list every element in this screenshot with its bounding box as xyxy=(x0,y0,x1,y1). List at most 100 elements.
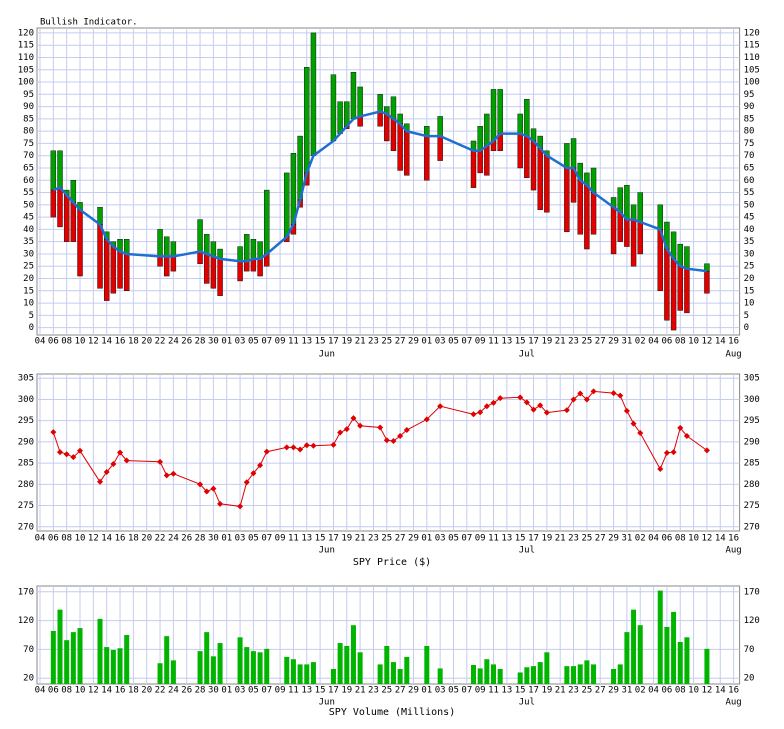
volume-bar xyxy=(304,664,310,684)
x-tick-label: 09 xyxy=(475,337,486,347)
x-tick-label: 23 xyxy=(368,534,379,544)
month-label: Aug xyxy=(725,350,741,360)
price-point xyxy=(403,427,410,434)
bar-up xyxy=(624,184,630,220)
volume-bar xyxy=(197,651,203,684)
x-tick-label: 19 xyxy=(541,686,552,696)
x-tick-label: 11 xyxy=(488,686,499,696)
month-label: Jun xyxy=(319,698,335,708)
bar-up xyxy=(437,116,443,137)
volume-bar xyxy=(517,672,523,684)
volume-bar xyxy=(624,632,630,684)
x-tick-label: 16 xyxy=(115,534,126,544)
x-tick-label: 17 xyxy=(328,337,339,347)
bar-down xyxy=(110,246,117,294)
bar-up xyxy=(617,187,623,213)
x-tick-label: 06 xyxy=(661,337,672,347)
y-tick-label: 30 xyxy=(23,249,34,259)
price-point xyxy=(490,399,497,406)
x-tick-label: 17 xyxy=(528,534,539,544)
price-point xyxy=(477,409,484,416)
price-point xyxy=(610,390,617,397)
x-tick-label: 23 xyxy=(568,534,579,544)
volume-bar xyxy=(117,648,123,684)
bar-down xyxy=(564,167,570,233)
price-point xyxy=(677,424,684,431)
volume-bar xyxy=(164,636,170,684)
bar-up xyxy=(630,204,637,220)
bar-down xyxy=(610,207,617,255)
volume-bar xyxy=(704,648,710,684)
price-point xyxy=(103,469,110,476)
x-tick-label: 31 xyxy=(621,337,632,347)
x-tick-label: 03 xyxy=(435,337,446,347)
x-tick-label: 30 xyxy=(208,534,219,544)
x-tick-label: 27 xyxy=(395,337,406,347)
bar-up xyxy=(357,86,363,117)
x-tick-label: 29 xyxy=(608,686,619,696)
x-tick-label: 23 xyxy=(368,686,379,696)
x-tick-label: 04 xyxy=(35,534,46,544)
price-point xyxy=(637,429,644,436)
y-tick-label-right: 45 xyxy=(744,213,755,223)
volume-bar xyxy=(577,664,583,684)
x-tick-label: 22 xyxy=(155,686,166,696)
x-tick-label: 22 xyxy=(155,534,166,544)
volume-bar xyxy=(77,628,83,684)
price-point xyxy=(343,426,350,433)
price-point xyxy=(203,488,210,495)
price-point xyxy=(330,441,337,448)
x-tick-label: 06 xyxy=(48,337,59,347)
y-tick-label: 45 xyxy=(23,213,34,223)
plot-area xyxy=(36,27,741,336)
bar-down xyxy=(484,145,490,176)
price-point xyxy=(210,485,217,492)
price-point xyxy=(623,407,630,414)
y-tick-label: 170 xyxy=(18,587,34,597)
y-tick-label: 70 xyxy=(23,645,34,655)
y-tick-label: 120 xyxy=(18,616,34,626)
month-label: Jun xyxy=(319,350,335,360)
x-tick-label: 06 xyxy=(48,534,59,544)
x-tick-label: 14 xyxy=(715,534,726,544)
volume-bar xyxy=(384,645,390,684)
bar-up xyxy=(164,236,170,257)
bar-up xyxy=(157,229,163,257)
x-tick-label: 18 xyxy=(128,686,139,696)
bar-up xyxy=(484,113,490,147)
x-tick-label: 12 xyxy=(702,337,713,347)
volume-bar xyxy=(397,669,403,684)
x-tick-label: 29 xyxy=(408,686,419,696)
price-point xyxy=(77,447,84,454)
x-tick-label: 10 xyxy=(688,337,699,347)
y-tick-label: 105 xyxy=(18,65,34,75)
price-point xyxy=(523,399,530,406)
x-tick-label: 05 xyxy=(248,686,259,696)
volume-bar xyxy=(544,652,550,684)
bar-up xyxy=(264,189,270,255)
x-tick-label: 28 xyxy=(195,686,206,696)
price-point xyxy=(377,424,384,431)
x-tick-label: 06 xyxy=(661,534,672,544)
x-tick-label: 27 xyxy=(395,686,406,696)
x-tick-label: 27 xyxy=(595,337,606,347)
bar-down xyxy=(70,202,77,242)
y-tick-label-right: 15 xyxy=(744,286,755,296)
x-tick-label: 11 xyxy=(488,534,499,544)
x-tick-label: 25 xyxy=(381,337,392,347)
x-tick-label: 15 xyxy=(515,534,526,544)
x-tick-label: 13 xyxy=(301,686,312,696)
price-point xyxy=(543,409,550,416)
x-tick-label: 09 xyxy=(275,534,286,544)
price-point xyxy=(117,449,124,456)
x-tick-label: 17 xyxy=(528,337,539,347)
x-tick-label: 07 xyxy=(461,686,472,696)
x-tick-label: 26 xyxy=(181,686,192,696)
x-tick-label: 15 xyxy=(515,686,526,696)
price-point xyxy=(337,429,344,436)
bar-down xyxy=(544,155,550,213)
x-tick-label: 20 xyxy=(141,686,152,696)
y-tick-label-right: 290 xyxy=(744,437,760,447)
price-point xyxy=(657,466,664,473)
x-tick-label: 10 xyxy=(75,534,86,544)
